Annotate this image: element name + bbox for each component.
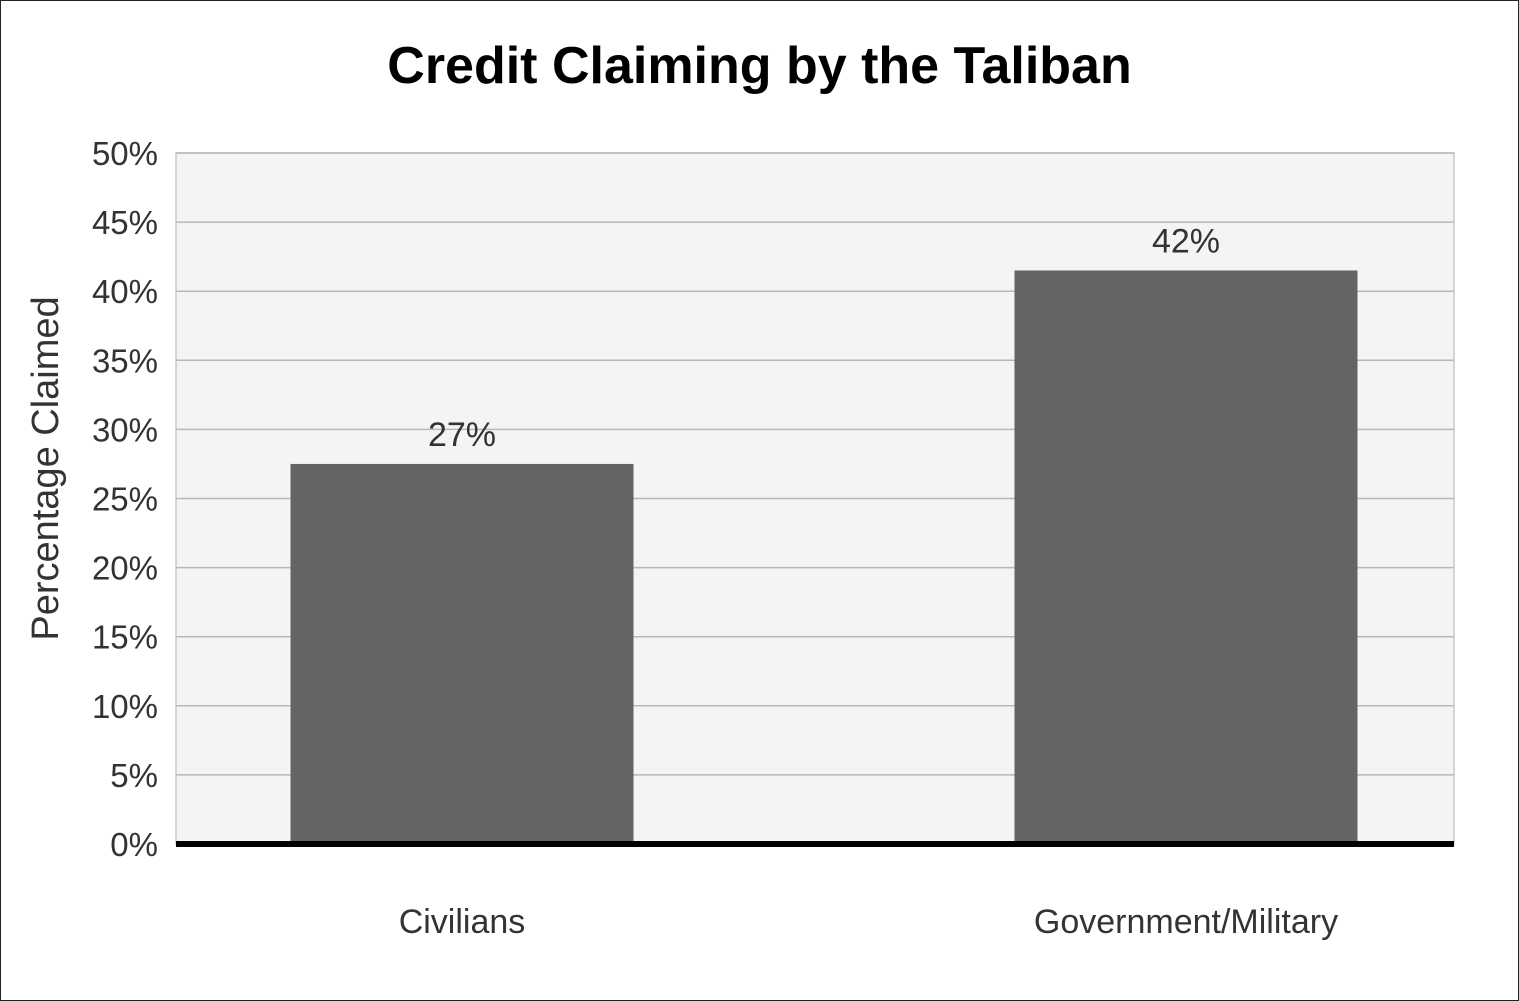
chart-title: Credit Claiming by the Taliban: [387, 37, 1132, 95]
x-category-label: Government/Military: [1034, 903, 1338, 941]
y-tick-label: 10%: [92, 688, 158, 725]
y-tick-label: 15%: [92, 619, 158, 656]
bar-government-military: [1014, 270, 1358, 845]
y-tick-label: 45%: [92, 204, 158, 241]
x-category-label: Civilians: [399, 903, 526, 941]
bar-value-label: 42%: [1152, 222, 1220, 260]
y-tick-label: 50%: [92, 135, 158, 172]
y-axis-ticks: 0% 5% 10% 15% 20% 25% 30% 35% 40% 45% 50%: [92, 135, 158, 863]
y-tick-label: 0%: [110, 826, 158, 863]
y-tick-label: 30%: [92, 411, 158, 448]
y-tick-label: 5%: [110, 757, 158, 794]
bars: [290, 270, 1358, 845]
bar-civilians: [290, 463, 634, 844]
x-axis-categories: Civilians Government/Military: [399, 903, 1338, 941]
bar-value-label: 27%: [428, 416, 496, 454]
value-labels: 27% 42%: [428, 222, 1220, 453]
y-tick-label: 25%: [92, 481, 158, 518]
y-axis-title: Percentage Claimed: [25, 296, 67, 640]
y-tick-label: 35%: [92, 342, 158, 379]
y-tick-label: 20%: [92, 550, 158, 587]
y-tick-label: 40%: [92, 273, 158, 310]
